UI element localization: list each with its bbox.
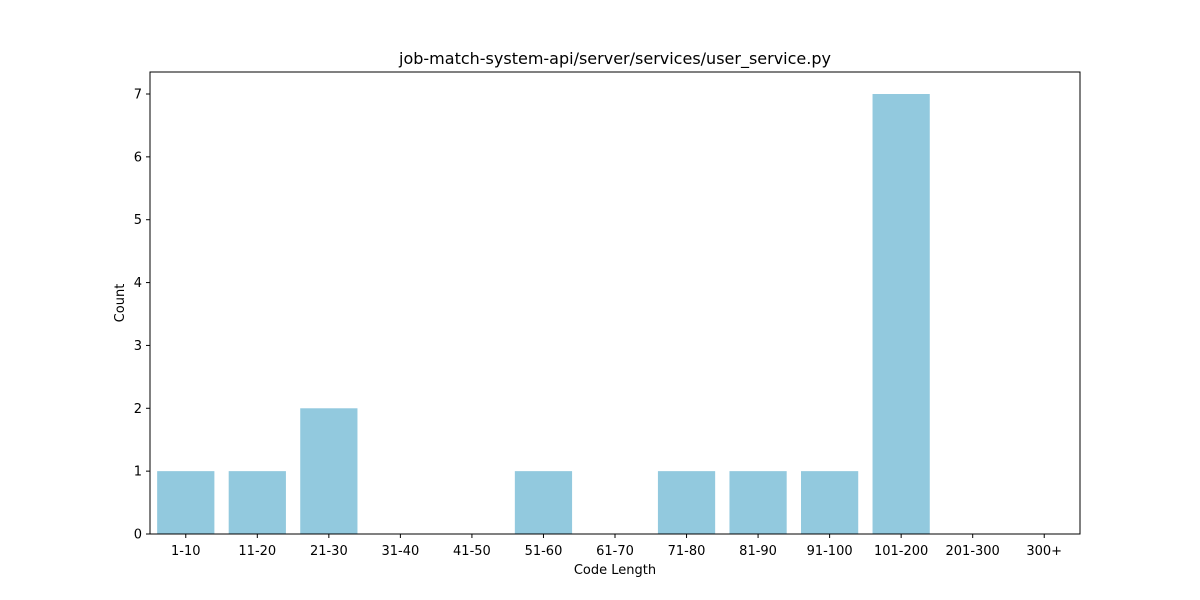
x-tick-label: 51-60 — [525, 544, 563, 559]
x-tick-label: 81-90 — [739, 544, 777, 559]
bar-81-90 — [729, 471, 787, 534]
bar-11-20 — [228, 471, 286, 534]
bar-101-200 — [872, 94, 930, 534]
bar-91-100 — [801, 471, 859, 534]
y-tick-label: 0 — [134, 528, 142, 543]
x-tick-label: 21-30 — [310, 544, 348, 559]
x-tick-label: 300+ — [1026, 544, 1062, 559]
bar-1-10 — [157, 471, 215, 534]
x-tick-label: 101-200 — [874, 544, 928, 559]
y-tick-label: 3 — [134, 339, 142, 354]
y-tick-label: 6 — [134, 150, 142, 165]
x-tick-label: 1-10 — [171, 544, 201, 559]
y-axis: 0 1 2 3 4 5 6 7 — [134, 88, 150, 543]
bar-51-60 — [514, 471, 573, 534]
x-tick-label: 71-80 — [668, 544, 706, 559]
x-tick-label: 11-20 — [238, 544, 276, 559]
x-tick-label: 61-70 — [596, 544, 634, 559]
y-tick-label: 4 — [134, 276, 142, 291]
y-tick-label: 1 — [134, 465, 142, 480]
bar-71-80 — [657, 471, 716, 534]
x-tick-label: 201-300 — [946, 544, 1000, 559]
x-tick-label: 91-100 — [807, 544, 853, 559]
x-axis: 1-10 11-20 21-30 31-40 41-50 51-60 61-70 71-80 8… — [171, 534, 1062, 559]
x-axis-label: Code Length — [574, 563, 656, 578]
y-tick-label: 2 — [134, 402, 142, 417]
y-tick-label: 5 — [134, 213, 142, 228]
chart-title: job-match-system-api/server/services/use… — [398, 49, 831, 69]
bars-layer — [157, 94, 930, 534]
y-axis-label: Count — [113, 284, 128, 323]
bar-21-30 — [300, 408, 358, 534]
x-tick-label: 31-40 — [381, 544, 419, 559]
y-tick-label: 7 — [134, 88, 142, 103]
x-tick-label: 41-50 — [453, 544, 491, 559]
